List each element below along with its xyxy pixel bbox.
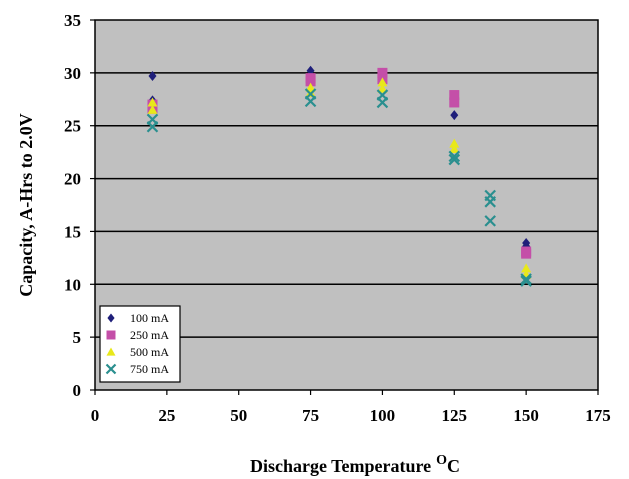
legend-marker [106,347,116,356]
x-axis-title-unit: C [447,456,460,476]
x-axis-title-text: Discharge Temperature [250,456,431,476]
series-500-ma [147,77,532,279]
data-point [146,120,159,133]
data-point [304,95,317,108]
x-axis-title: Discharge Temperature OC [250,453,460,476]
data-point [520,273,532,285]
y-tick-label: 10 [64,275,81,294]
x-tick-label: 25 [158,406,175,425]
y-tick-label: 20 [64,170,81,189]
series-750-ma [146,88,532,287]
x-tick-label: 150 [513,406,539,425]
x-axis-title-unit-sup: O [436,453,447,468]
legend-marker [105,363,117,375]
legend-label: 500 mA [130,345,169,359]
legend-label: 100 mA [130,311,169,325]
x-tick-label: 75 [302,406,319,425]
y-tick-label: 0 [73,381,82,400]
y-axis-title: Capacity, A-Hrs to 2.0V [16,113,36,297]
y-tick-label: 30 [64,64,81,83]
data-point [147,104,158,114]
data-point [520,275,532,287]
legend-label: 250 mA [130,328,169,342]
axis-ticks: 0 5 10 15 20 25 30 35 0 25 50 75 100 125 150 175 [64,11,611,425]
data-point [148,71,157,82]
x-tick-label: 0 [91,406,100,425]
data-point [484,215,496,227]
data-point [484,196,496,208]
legend-marker [106,330,116,340]
y-tick-label: 5 [73,328,82,347]
y-tick-label: 15 [64,222,81,241]
x-tick-label: 100 [370,406,396,425]
legend-label: 750 mA [130,362,169,376]
data-point [305,82,316,92]
data-point [450,110,459,121]
data-point [449,97,460,108]
data-point [448,150,461,163]
legend-marker [107,313,115,323]
data-point [449,138,460,148]
data-point [521,248,532,259]
x-tick-label: 50 [230,406,247,425]
x-tick-label: 175 [585,406,611,425]
y-tick-label: 25 [64,117,81,136]
data-point [377,67,388,78]
data-point [449,143,460,153]
data-point [147,97,158,107]
data-point [449,90,460,101]
data-point [305,76,316,87]
data-point [377,83,388,93]
legend: 100 mA 250 mA 500 mA 750 mA [99,305,181,383]
data-point [376,96,389,109]
plot-border [94,19,599,391]
data-point [448,153,461,166]
y-tick-label: 35 [64,11,81,30]
data-points [146,65,532,287]
data-point [377,77,388,87]
data-point [521,263,532,273]
data-point [305,87,316,97]
x-tick-label: 125 [442,406,468,425]
